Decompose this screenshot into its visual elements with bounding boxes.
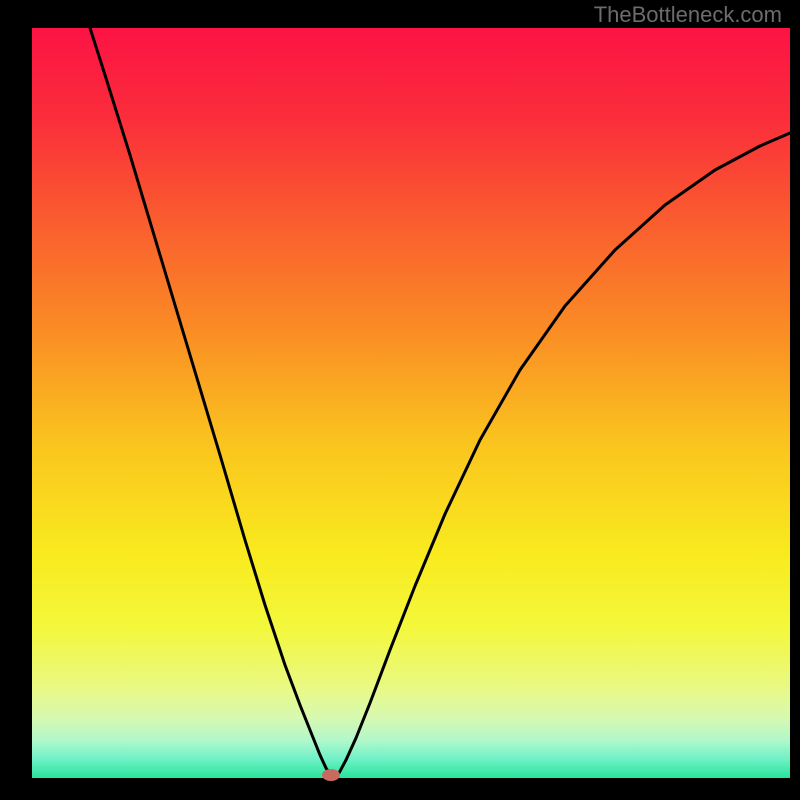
chart-gradient-area bbox=[32, 28, 790, 778]
watermark-text: TheBottleneck.com bbox=[594, 2, 782, 28]
minimum-marker bbox=[322, 769, 340, 781]
chart-svg bbox=[0, 0, 800, 800]
chart-container: TheBottleneck.com bbox=[0, 0, 800, 800]
